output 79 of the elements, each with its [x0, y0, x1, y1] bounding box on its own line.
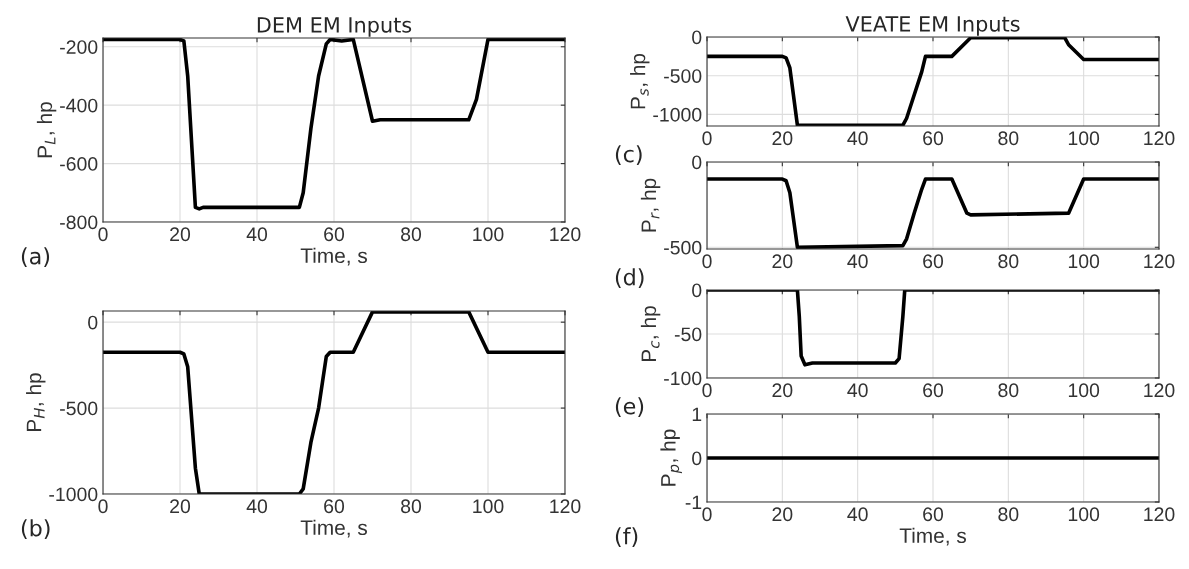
x-tick-label: 60 — [923, 507, 944, 522]
x-tick-label: 120 — [1144, 507, 1175, 522]
x-tick-label: 0 — [702, 131, 712, 146]
x-tick-label: 100 — [473, 499, 504, 514]
x-tick-label: 40 — [847, 383, 868, 398]
y-tick-label: -500 — [664, 240, 702, 255]
x-tick-label: 60 — [324, 227, 345, 242]
x-tick-label: 120 — [1144, 383, 1175, 398]
y-tick-label: -600 — [60, 157, 98, 171]
y-tick-label: -800 — [60, 215, 98, 230]
x-tick-label: 120 — [1144, 131, 1175, 146]
x-tick-label: 0 — [702, 507, 712, 522]
x-tick-label: 80 — [998, 507, 1019, 522]
x-tick-label: 0 — [98, 499, 108, 514]
x-axis-title: Time, s — [300, 247, 367, 266]
y-axis-title: P$_{r}$, hp — [640, 178, 661, 232]
x-tick-label: 100 — [1068, 383, 1100, 398]
x-tick-label: 20 — [772, 383, 793, 398]
x-tick-label: 20 — [772, 131, 793, 146]
x-tick-label: 80 — [401, 227, 422, 242]
y-axis-title: P$_{L}$, hp — [36, 102, 57, 158]
x-tick-label: 60 — [923, 254, 944, 269]
x-tick-label: 40 — [847, 507, 868, 522]
x-tick-label: 60 — [923, 383, 944, 398]
x-tick-label: 0 — [702, 254, 712, 269]
y-axis-title: P$_{H}$, hp — [26, 373, 46, 431]
x-tick-label: 80 — [998, 131, 1019, 146]
text: (f) — [615, 527, 638, 548]
x-tick-label: 0 — [98, 227, 108, 242]
y-tick-label: -500 — [664, 69, 702, 83]
y-tick-label: -50 — [674, 327, 702, 342]
x-tick-label: 20 — [772, 507, 793, 522]
x-tick-label: 40 — [847, 254, 868, 269]
y-tick-label: 0 — [692, 30, 702, 45]
chart-title: DEM EM Inputs — [257, 17, 412, 37]
x-tick-label: 100 — [1068, 507, 1100, 522]
x-tick-label: 60 — [923, 131, 944, 146]
x-axis-title: Time, s — [300, 519, 367, 538]
y-tick-label: -1000 — [49, 487, 98, 502]
y-axis-title: P$_{c}$, hp — [640, 306, 661, 362]
x-tick-label: 100 — [473, 227, 504, 242]
x-tick-label: 20 — [772, 254, 793, 269]
x-tick-label: 40 — [246, 227, 268, 242]
y-axis-title: P$_{s}$, hp — [630, 53, 650, 109]
line-series — [707, 37, 1159, 126]
y-axis-title: P$_{p}$, hp — [660, 429, 682, 486]
x-tick-label: 20 — [170, 499, 191, 514]
y-tick-label: -200 — [60, 40, 98, 54]
y-tick-label: -500 — [60, 401, 98, 416]
line-series — [103, 311, 565, 494]
x-tick-label: 120 — [550, 499, 581, 514]
y-tick-label: 0 — [692, 451, 702, 466]
text: (d) — [615, 268, 644, 289]
x-tick-label: 40 — [847, 131, 868, 146]
x-tick-label: 120 — [550, 227, 581, 242]
y-tick-label: -400 — [60, 98, 98, 113]
x-tick-label: 60 — [324, 499, 345, 514]
x-tick-label: 40 — [246, 499, 268, 514]
x-tick-label: 80 — [998, 254, 1019, 269]
x-axis-title: Time, s — [899, 527, 966, 546]
x-tick-label: 80 — [401, 499, 422, 514]
x-tick-label: 100 — [1068, 131, 1100, 146]
x-tick-label: 100 — [1068, 254, 1100, 269]
y-tick-label: -1 — [685, 495, 702, 510]
text: (c) — [615, 145, 642, 166]
text: (b) — [21, 519, 50, 540]
x-tick-label: 0 — [702, 383, 712, 398]
y-tick-label: -1000 — [653, 107, 702, 122]
y-tick-label: 0 — [692, 155, 702, 170]
x-tick-label: 80 — [998, 383, 1019, 398]
y-tick-label: -100 — [664, 371, 702, 386]
y-tick-label: 0 — [692, 283, 702, 298]
x-tick-label: 120 — [1144, 254, 1175, 269]
x-tick-label: 20 — [170, 227, 191, 242]
chart-title: VEATE EM Inputs — [845, 16, 1020, 36]
text: (e) — [615, 397, 644, 418]
y-tick-label: 0 — [88, 315, 98, 330]
text: (a) — [21, 247, 50, 268]
y-tick-label: 1 — [692, 407, 702, 422]
